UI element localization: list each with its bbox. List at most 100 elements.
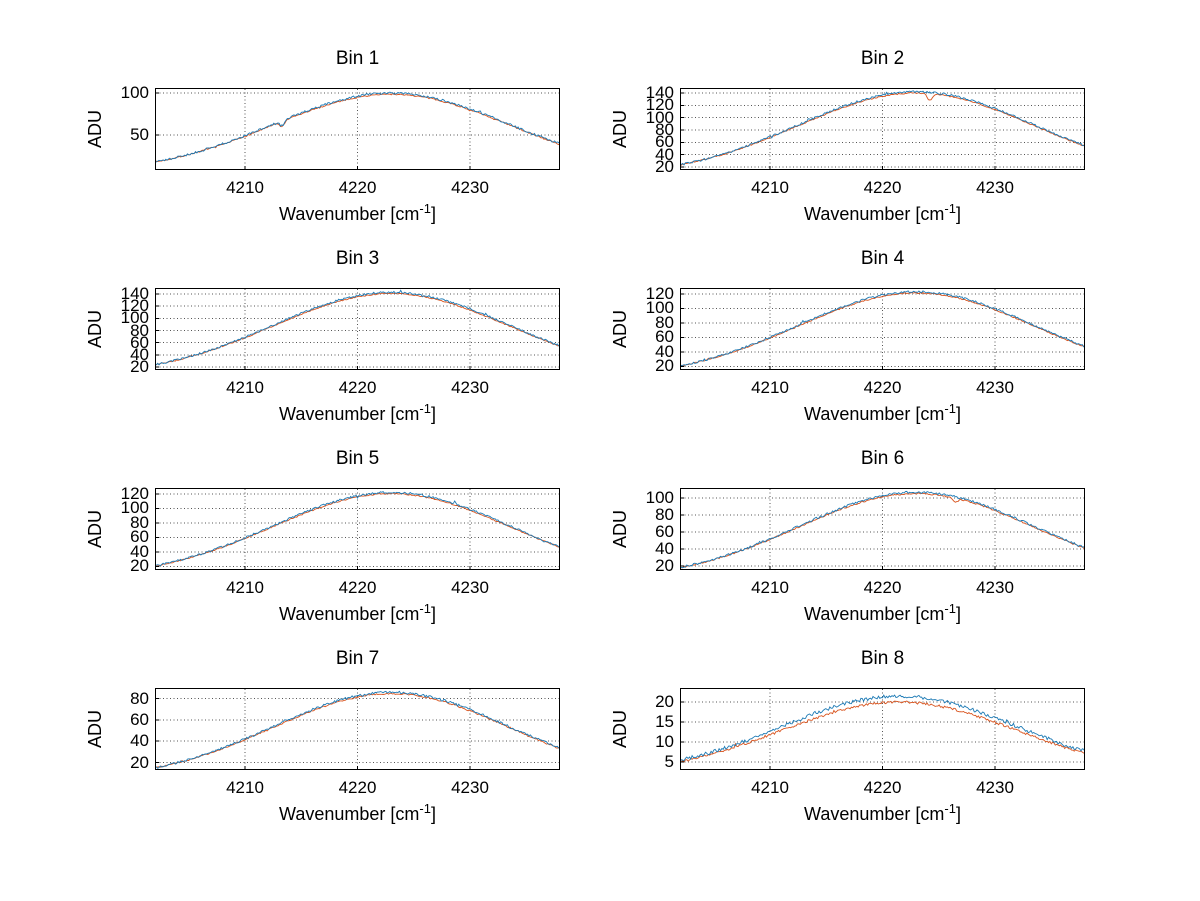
x-tick-label: 4210 (751, 578, 789, 597)
series-line-blue (155, 91, 560, 163)
series-line-blue (155, 289, 560, 366)
y-tick-label: 60 (655, 132, 674, 152)
axis-box (680, 88, 1085, 170)
x-axis-label: Wavenumber [cm-1] (155, 201, 560, 225)
plot-title: Bin 7 (335, 648, 380, 669)
y-tick-label: 20 (655, 692, 674, 711)
series-line-blue (155, 690, 560, 769)
y-tick-label: 50 (130, 124, 149, 144)
x-axis-label: Wavenumber [cm-1] (155, 601, 560, 625)
y-tick-label: 40 (130, 731, 149, 751)
x-axis-label-superscript: -1 (944, 401, 956, 416)
plot-area (680, 288, 1085, 370)
x-axis-label-text: Wavenumber [cm (804, 804, 945, 824)
y-tick-label: 120 (120, 483, 149, 503)
x-axis-label-text: Wavenumber [cm (804, 404, 945, 424)
x-tick-label: 4220 (338, 778, 377, 797)
y-tick-label: 20 (130, 752, 149, 772)
axis-box (155, 88, 560, 170)
x-axis-label-text: Wavenumber [cm (279, 404, 420, 424)
series-line-blue (680, 90, 1085, 166)
y-tick-label: 40 (130, 541, 149, 561)
x-axis-label: Wavenumber [cm-1] (680, 601, 1085, 625)
series-line-orange (680, 492, 1085, 569)
x-axis-label-suffix: ] (430, 204, 436, 224)
y-tick-label: 40 (655, 144, 674, 164)
x-tick-label: 4210 (751, 378, 789, 397)
axis-box (155, 488, 560, 570)
x-tick-label: 4210 (226, 778, 264, 797)
axis-box (680, 288, 1085, 370)
x-tick-label: 4210 (226, 178, 264, 197)
x-axis-label: Wavenumber [cm-1] (680, 401, 1085, 425)
y-tick-label: 80 (655, 312, 674, 332)
x-tick-label: 4210 (226, 378, 264, 397)
y-tick-label: 20 (655, 356, 674, 376)
y-tick-label: 15 (655, 712, 674, 731)
axis-box (155, 288, 560, 370)
y-tick-label: 100 (120, 498, 149, 518)
plot-title: Bin 3 (335, 248, 380, 269)
plot-area (155, 288, 560, 370)
x-tick-label: 4230 (976, 578, 1014, 597)
series-line-orange (155, 292, 560, 366)
y-tick-label: 60 (655, 521, 674, 541)
plot-title: Bin 4 (860, 248, 905, 269)
plot-title: Bin 2 (860, 48, 905, 69)
x-tick-label: 4220 (863, 178, 902, 197)
x-tick-label: 4220 (338, 178, 377, 197)
y-tick-label: 80 (130, 320, 149, 340)
y-tick-label: 20 (130, 556, 149, 576)
x-tick-label: 4210 (751, 178, 789, 197)
series-line-orange (680, 291, 1085, 367)
x-axis-label-suffix: ] (430, 804, 436, 824)
plot-title: Bin 8 (860, 648, 905, 669)
x-tick-label: 4230 (976, 178, 1014, 197)
y-tick-label: 100 (645, 298, 674, 318)
series-line-blue (680, 694, 1085, 763)
x-axis-label-suffix: ] (955, 204, 961, 224)
axis-box (155, 688, 560, 770)
y-tick-label: 40 (655, 538, 674, 558)
subplot-bin-8: Bin 8 ADU 5 10 15 20 4210 4220 4230 Wavenumber [c… (548, 646, 1108, 838)
x-axis-label: Wavenumber [cm-1] (680, 201, 1085, 225)
plot-area (680, 88, 1085, 170)
y-tick-label: 120 (645, 95, 674, 115)
x-axis-label-suffix: ] (955, 804, 961, 824)
y-tick-label: 120 (120, 296, 149, 316)
x-tick-label: 4230 (976, 378, 1014, 397)
x-tick-label: 4220 (863, 778, 902, 797)
y-tick-label: 80 (130, 688, 149, 708)
subplot-bin-3: Bin 3 ADU 20 40 60 80 100 120 140 4210 4220 4230 Wav… (23, 246, 583, 438)
y-tick-label: 60 (130, 527, 149, 547)
x-axis-label-superscript: -1 (419, 201, 431, 216)
y-tick-label: 80 (655, 119, 674, 139)
x-axis-label-superscript: -1 (944, 601, 956, 616)
x-tick-label: 4230 (451, 578, 489, 597)
y-tick-label: 60 (655, 327, 674, 347)
x-tick-label: 4230 (451, 178, 489, 197)
plot-area (155, 488, 560, 570)
axis-box (680, 488, 1085, 570)
x-tick-label: 4220 (863, 578, 902, 597)
series-line-orange (155, 492, 560, 567)
y-tick-label: 100 (645, 107, 674, 127)
y-tick-label: 80 (130, 512, 149, 532)
x-axis-label-suffix: ] (955, 404, 961, 424)
x-tick-label: 4210 (226, 578, 264, 597)
x-axis-label-text: Wavenumber [cm (279, 604, 420, 624)
subplot-bin-1: Bin 1 ADU 50 100 4210 4220 4230 Wavenumber [cm-… (23, 46, 583, 238)
axis-box (680, 688, 1085, 770)
x-tick-label: 4220 (338, 378, 377, 397)
y-tick-label: 100 (645, 488, 674, 508)
series-line-blue (155, 491, 560, 567)
series-line-blue (680, 490, 1085, 569)
x-axis-label: Wavenumber [cm-1] (680, 801, 1085, 825)
x-axis-label: Wavenumber [cm-1] (155, 401, 560, 425)
plot-title: Bin 6 (860, 448, 905, 469)
plot-title: Bin 1 (335, 48, 380, 69)
x-tick-label: 4220 (338, 578, 377, 597)
x-axis-label-superscript: -1 (944, 201, 956, 216)
plot-title: Bin 5 (335, 448, 380, 469)
